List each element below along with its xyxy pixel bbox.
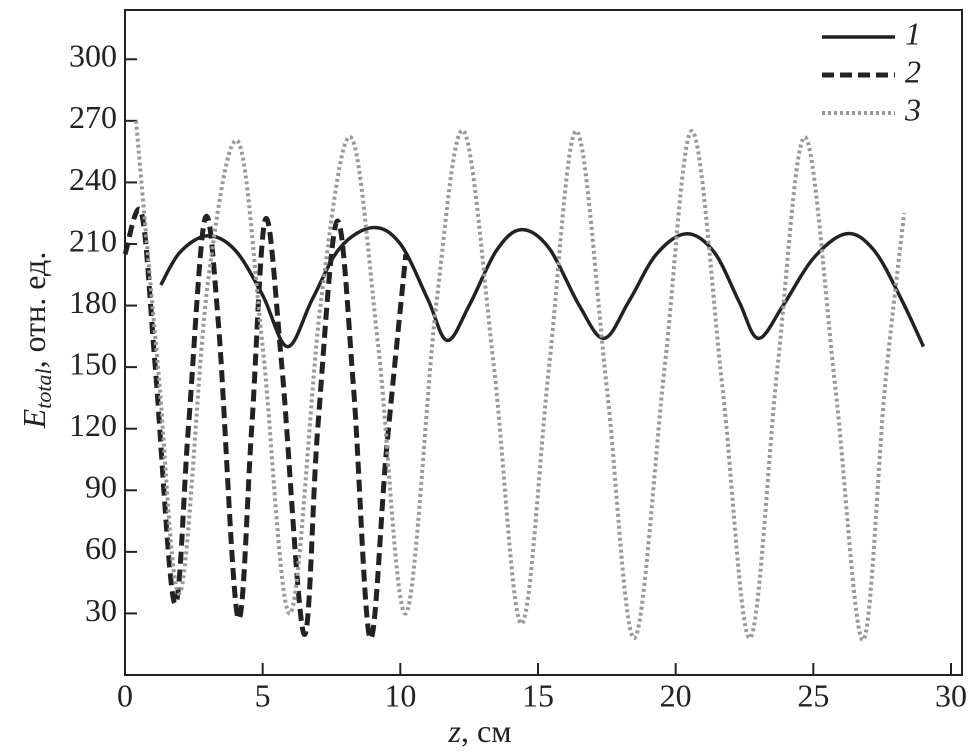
x-tick-label: 10 xyxy=(384,677,416,713)
y-tick-label: 150 xyxy=(69,345,117,381)
y-tick-label: 240 xyxy=(69,161,117,197)
legend-label: 3 xyxy=(904,91,921,127)
series-line xyxy=(159,225,926,349)
series-line xyxy=(134,120,907,643)
y-tick-label: 90 xyxy=(85,469,117,505)
y-tick-label: 30 xyxy=(85,592,117,628)
x-tick-label: 15 xyxy=(522,677,554,713)
y-tick-label: 300 xyxy=(69,38,117,74)
y-axis-label: Etotal, отн. ед. xyxy=(16,252,56,430)
y-tick-label: 270 xyxy=(69,99,117,135)
x-tick-label: 25 xyxy=(797,677,829,713)
x-tick-label: 0 xyxy=(117,677,133,713)
x-tick-label: 5 xyxy=(255,677,271,713)
legend-label: 1 xyxy=(905,15,921,51)
y-tick-label: 210 xyxy=(69,222,117,258)
x-axis-label: z, см xyxy=(448,713,512,749)
y-tick-label: 120 xyxy=(69,407,117,443)
x-tick-label: 30 xyxy=(935,677,967,713)
y-tick-label: 60 xyxy=(85,530,117,566)
x-tick-label: 20 xyxy=(660,677,692,713)
plot-frame xyxy=(124,9,963,676)
series-line xyxy=(122,206,409,641)
legend-label: 2 xyxy=(905,53,921,89)
y-tick-label: 180 xyxy=(69,284,117,320)
